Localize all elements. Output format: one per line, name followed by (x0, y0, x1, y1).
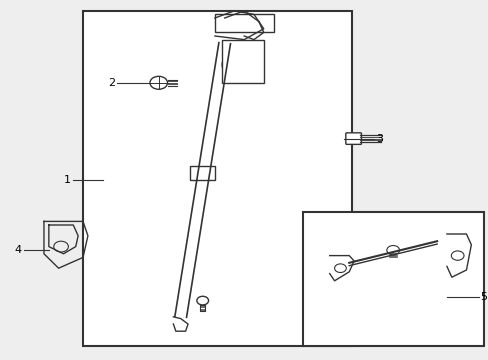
Text: 2: 2 (107, 78, 115, 88)
Text: 4: 4 (15, 245, 22, 255)
Text: 1: 1 (64, 175, 71, 185)
FancyBboxPatch shape (345, 133, 361, 144)
Text: 5: 5 (479, 292, 486, 302)
Bar (190, 166, 214, 180)
Bar (83, 11, 351, 346)
Bar (222, 40, 263, 83)
Bar (302, 212, 483, 346)
Bar (214, 14, 273, 32)
Text: 3: 3 (375, 134, 382, 144)
